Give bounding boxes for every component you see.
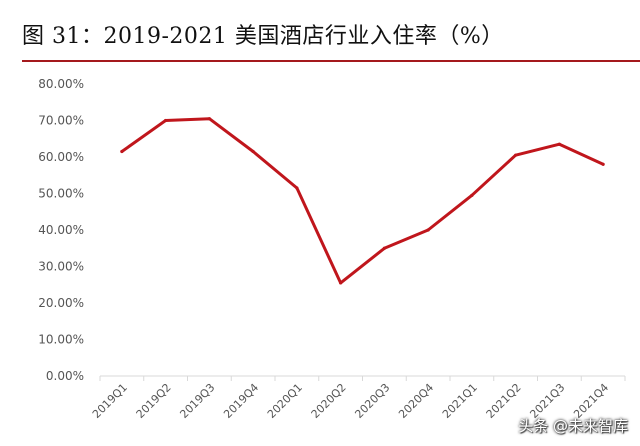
data-point — [251, 149, 255, 154]
x-tick-label: 2020Q1 — [265, 381, 305, 421]
x-tick-label: 2019Q3 — [177, 381, 217, 421]
y-tick-label: 30.00% — [38, 260, 84, 274]
data-point — [295, 186, 299, 190]
y-tick-label: 0.00% — [46, 369, 84, 383]
y-tick-label: 60.00% — [38, 150, 84, 164]
data-point — [470, 193, 474, 197]
title-rule — [22, 60, 640, 62]
series-line — [120, 117, 605, 285]
x-tick-label: 2020Q3 — [352, 381, 392, 421]
y-tick-label: 80.00% — [38, 77, 84, 91]
y-tick-label: 70.00% — [38, 114, 84, 128]
data-point — [601, 162, 605, 166]
data-point — [557, 142, 561, 146]
x-tick-label: 2020Q4 — [396, 381, 436, 421]
x-tick-label: 2019Q2 — [134, 381, 174, 421]
x-tick-label: 2020Q2 — [309, 381, 349, 421]
data-point — [164, 118, 168, 123]
y-tick-label: 20.00% — [38, 296, 84, 310]
data-point — [426, 228, 430, 232]
x-tick-label: 2021Q1 — [440, 381, 480, 421]
series-points — [120, 117, 605, 285]
data-point — [514, 153, 518, 157]
figure-title: 图 31：2019-2021 美国酒店行业入住率（%） — [22, 24, 504, 49]
y-axis-ticks: 0.00% 10.00% 20.00% 30.00% 40.00% 50.00% 60.00… — [38, 77, 84, 383]
data-point — [120, 149, 124, 154]
data-point — [207, 117, 211, 121]
watermark-text: 头条 @未来智库 — [518, 417, 628, 435]
y-tick-label: 40.00% — [38, 223, 84, 237]
y-tick-label: 50.00% — [38, 187, 84, 201]
x-tick-label: 2019Q1 — [90, 381, 130, 421]
y-tick-label: 10.00% — [38, 333, 84, 347]
data-point — [382, 246, 386, 250]
data-point — [339, 281, 343, 285]
x-tick-label: 2019Q4 — [221, 381, 261, 421]
